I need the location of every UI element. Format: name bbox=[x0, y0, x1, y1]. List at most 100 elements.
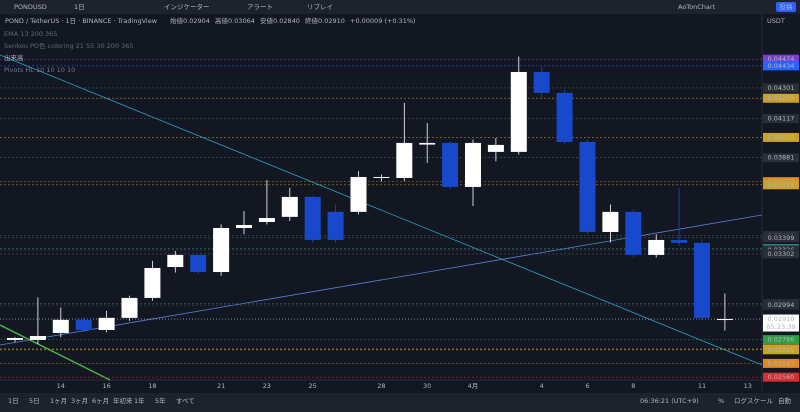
price-label: 0.04301 bbox=[768, 84, 795, 92]
x-tick-label: 18 bbox=[148, 382, 156, 390]
toolbar-item[interactable]: リプレイ bbox=[307, 3, 333, 11]
layout-name[interactable]: AoTonChart bbox=[678, 3, 716, 11]
price-label-bg bbox=[763, 180, 799, 190]
price-label-bg bbox=[763, 114, 799, 124]
candle-body bbox=[602, 211, 619, 232]
price-label: 0.04003 bbox=[768, 133, 795, 141]
candle-body bbox=[213, 227, 230, 273]
x-tick-label: 23 bbox=[263, 382, 271, 390]
candle-body bbox=[236, 224, 252, 228]
price-label: 0.03881 bbox=[768, 154, 795, 162]
ohlc-label: 安値 bbox=[260, 16, 274, 25]
ohlc-value: 0.02904 bbox=[183, 17, 210, 25]
candle-body bbox=[671, 239, 688, 243]
ohlc-value: 0.03064 bbox=[228, 17, 255, 25]
candle-body bbox=[258, 218, 275, 223]
ohlc-label: 高値 bbox=[215, 16, 229, 25]
range-button[interactable]: すべて bbox=[176, 397, 195, 405]
price-label-bg bbox=[763, 300, 799, 310]
trendline bbox=[0, 54, 763, 366]
indicator: Pivots HL 10 10 10 10 bbox=[4, 66, 75, 74]
indicator: EMA 13 200 365 bbox=[4, 30, 57, 38]
x-tick-label: 21 bbox=[217, 382, 225, 390]
candle-body bbox=[556, 92, 573, 142]
candle-body bbox=[75, 319, 92, 330]
price-label: 0.04474 bbox=[768, 55, 795, 63]
price-label-bg bbox=[763, 372, 799, 382]
candle-body bbox=[29, 335, 46, 340]
toolbar-item[interactable]: インジケーター bbox=[164, 2, 210, 11]
range-button[interactable]: 6ヶ月 bbox=[92, 397, 109, 405]
clock: 06:36:21 (UTC+9) bbox=[640, 397, 699, 405]
range-button[interactable]: 年初来 bbox=[113, 396, 133, 405]
candle-body bbox=[487, 144, 504, 152]
x-tick-label: 30 bbox=[423, 382, 431, 390]
candle-body bbox=[533, 71, 550, 93]
candle-body bbox=[304, 196, 321, 240]
candle-body bbox=[167, 254, 184, 268]
x-tick-label: 4 bbox=[540, 382, 544, 390]
percent-toggle[interactable]: % bbox=[718, 397, 724, 405]
x-tick-label: 25 bbox=[309, 382, 317, 390]
bottom-bar bbox=[0, 393, 800, 412]
last-price-label: 0.02910 bbox=[768, 315, 795, 323]
currency[interactable]: USDT bbox=[767, 17, 785, 25]
candle-body bbox=[52, 319, 69, 333]
candle-body bbox=[350, 176, 367, 212]
symbol[interactable]: PONDUSD bbox=[14, 3, 47, 11]
price-label-bg bbox=[763, 61, 799, 71]
candle-body bbox=[373, 176, 390, 178]
price-label-bg bbox=[763, 249, 799, 259]
ohlc-change: +0.00009 (+0.31%) bbox=[350, 17, 416, 25]
price-label: 0.03718 bbox=[768, 181, 795, 189]
legend-title: POND / TetherUS · 1日 · BINANCE · Trading… bbox=[5, 17, 158, 25]
range-button[interactable]: 1ヶ月 bbox=[50, 397, 67, 405]
candle-body bbox=[694, 242, 710, 318]
publish-label[interactable]: 投稿 bbox=[780, 2, 794, 11]
indicator: 出来高 bbox=[4, 53, 24, 62]
price-label: 0.04434 bbox=[768, 62, 795, 70]
candle-body bbox=[396, 142, 413, 178]
x-tick-label: 14 bbox=[57, 382, 65, 390]
candle-body bbox=[144, 268, 161, 298]
auto-toggle[interactable]: 自動 bbox=[778, 396, 792, 405]
price-label-bg bbox=[763, 54, 799, 64]
candle-body bbox=[465, 142, 481, 187]
price-label-bg bbox=[763, 83, 799, 93]
candle-body bbox=[121, 297, 138, 318]
publish-button[interactable] bbox=[776, 2, 796, 12]
price-label: 0.04117 bbox=[768, 115, 795, 123]
candle-body bbox=[579, 141, 596, 232]
price-label-bg bbox=[763, 153, 799, 163]
price-label: 0.02786 bbox=[768, 336, 795, 344]
last-price-bg bbox=[763, 314, 799, 332]
x-tick-label: 13 bbox=[744, 382, 752, 390]
candle-body bbox=[419, 142, 436, 145]
toolbar-item[interactable]: アラート bbox=[247, 3, 273, 11]
log-toggle[interactable]: ログスケール bbox=[734, 396, 774, 405]
price-label: 0.04239 bbox=[768, 94, 795, 102]
price-label-bg bbox=[763, 132, 799, 142]
toolbar bbox=[0, 0, 800, 14]
candle-body bbox=[442, 142, 459, 187]
trendline bbox=[0, 324, 111, 381]
range-button[interactable]: 1日 bbox=[8, 397, 19, 405]
ohlc-label: 終値 bbox=[305, 16, 319, 25]
range-button[interactable]: 3ヶ月 bbox=[71, 397, 88, 405]
price-label: 0.03302 bbox=[768, 250, 795, 258]
range-button[interactable]: 5年 bbox=[155, 396, 166, 405]
indicator: Senkou PO色 coloring 21 55 30 200 365 bbox=[4, 41, 134, 50]
candle-body bbox=[7, 337, 23, 340]
ohlc-value: 0.02840 bbox=[273, 17, 300, 25]
ohlc-label: 始値 bbox=[170, 16, 184, 25]
range-button[interactable]: 1年 bbox=[134, 396, 145, 405]
range-button[interactable]: 5日 bbox=[29, 397, 40, 405]
price-label: 0.03399 bbox=[768, 234, 795, 242]
price-label-bg bbox=[763, 358, 799, 368]
price-label: 0.02994 bbox=[768, 301, 795, 309]
price-label-bg bbox=[763, 233, 799, 243]
interval[interactable]: 1日 bbox=[74, 3, 85, 11]
x-tick-label: 6 bbox=[585, 382, 589, 390]
